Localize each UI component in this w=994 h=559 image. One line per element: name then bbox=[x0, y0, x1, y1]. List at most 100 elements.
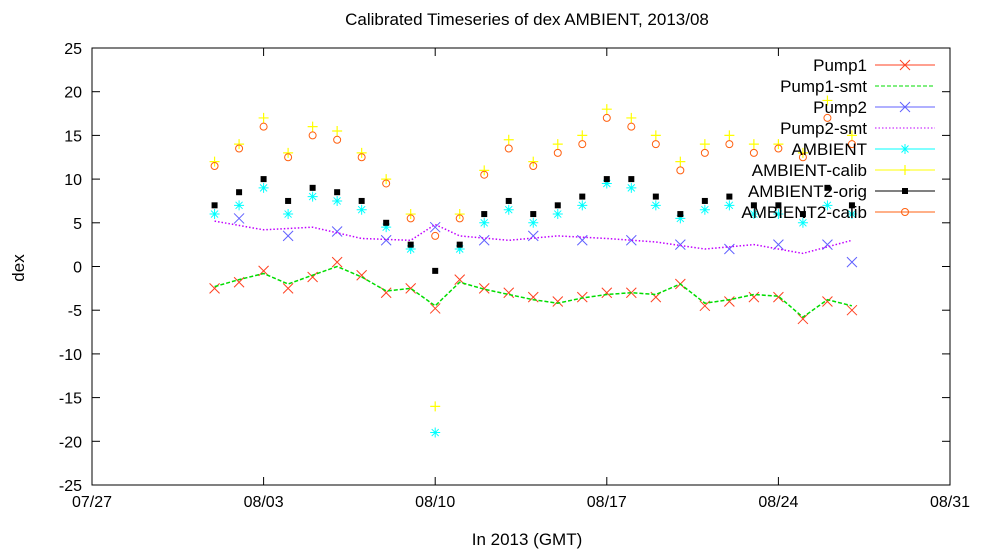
y-tick-label: -20 bbox=[59, 434, 82, 451]
data-point bbox=[700, 148, 709, 157]
data-point bbox=[381, 174, 392, 185]
x-tick-label: 07/27 bbox=[72, 494, 112, 511]
x-tick-label: 08/03 bbox=[244, 494, 284, 511]
data-point bbox=[676, 166, 685, 175]
data-point bbox=[527, 291, 539, 303]
data-point bbox=[505, 197, 512, 204]
data-point bbox=[382, 179, 391, 188]
data-point bbox=[210, 161, 219, 170]
series-pump1-smt bbox=[214, 265, 853, 319]
data-point bbox=[724, 296, 735, 307]
data-point bbox=[233, 213, 245, 224]
data-point bbox=[797, 217, 808, 228]
data-point bbox=[283, 147, 294, 158]
data-point bbox=[530, 211, 537, 218]
data-point bbox=[675, 213, 686, 224]
data-point bbox=[577, 130, 588, 141]
legend-marker-ambient2-orig bbox=[902, 188, 908, 194]
data-point bbox=[822, 95, 833, 106]
data-point bbox=[454, 244, 465, 255]
data-point bbox=[651, 140, 660, 149]
data-point bbox=[282, 282, 294, 294]
data-point bbox=[236, 189, 243, 196]
y-tick-label: 20 bbox=[64, 85, 82, 102]
data-point bbox=[528, 217, 539, 228]
data-point bbox=[331, 256, 343, 268]
data-point bbox=[333, 135, 342, 144]
data-point bbox=[726, 193, 733, 200]
y-tick-label: 0 bbox=[73, 260, 82, 277]
data-point bbox=[431, 231, 440, 240]
data-point bbox=[650, 200, 661, 211]
data-point bbox=[628, 176, 635, 183]
data-point bbox=[578, 140, 587, 149]
data-point bbox=[797, 147, 808, 158]
series-pump1 bbox=[209, 256, 858, 325]
data-point bbox=[479, 217, 490, 228]
data-point bbox=[332, 126, 343, 137]
data-point bbox=[748, 139, 759, 150]
y-tick-label: -25 bbox=[59, 478, 82, 495]
y-tick-label: -5 bbox=[68, 303, 82, 320]
data-point bbox=[432, 267, 439, 274]
data-point bbox=[724, 200, 735, 211]
y-ticks: -25 -20 -15 -10 -5 0 5 10 15 20 25 bbox=[59, 41, 950, 495]
data-point bbox=[822, 296, 833, 307]
data-point bbox=[405, 209, 416, 220]
data-point bbox=[307, 191, 318, 202]
data-point bbox=[748, 209, 759, 220]
data-point bbox=[576, 291, 588, 303]
data-point bbox=[258, 112, 269, 123]
data-point bbox=[847, 140, 856, 149]
data-point bbox=[455, 214, 464, 223]
data-point bbox=[456, 241, 463, 248]
data-point bbox=[626, 112, 637, 123]
plot-series bbox=[209, 95, 858, 438]
legend: Pump1 Pump1-smt Pump2 Pump2-smt AMBIENT AMBIE… bbox=[741, 56, 935, 222]
legend-marker-pump1 bbox=[899, 59, 911, 71]
data-point bbox=[309, 184, 316, 191]
data-point bbox=[529, 161, 538, 170]
data-point bbox=[773, 139, 784, 150]
data-point bbox=[553, 148, 562, 157]
legend-marker-ambient-calib bbox=[900, 165, 910, 175]
x-axis-title: In 2013 (GMT) bbox=[472, 530, 583, 549]
legend-label-ambient2-orig: AMBIENT2-orig bbox=[748, 182, 867, 201]
x-tick-label: 08/31 bbox=[930, 494, 970, 511]
legend-label-pump1-smt: Pump1-smt bbox=[780, 77, 867, 96]
data-point bbox=[527, 230, 539, 242]
data-point bbox=[626, 182, 637, 193]
data-point bbox=[699, 204, 710, 215]
data-point bbox=[824, 184, 831, 191]
data-point bbox=[775, 202, 782, 209]
data-point bbox=[307, 271, 318, 283]
data-point bbox=[308, 131, 317, 140]
data-point bbox=[405, 244, 416, 255]
data-point bbox=[577, 200, 588, 211]
data-point bbox=[454, 209, 465, 220]
data-point bbox=[579, 193, 586, 200]
legend-label-ambient-calib: AMBIENT-calib bbox=[752, 161, 867, 180]
legend-label-pump2-smt: Pump2-smt bbox=[780, 119, 867, 138]
data-point bbox=[774, 144, 783, 153]
data-point bbox=[576, 234, 588, 246]
data-point bbox=[822, 200, 833, 211]
series-line-pump2-smt bbox=[214, 220, 853, 255]
data-point bbox=[480, 170, 489, 179]
data-point bbox=[478, 282, 490, 294]
data-point bbox=[846, 130, 857, 141]
series-ambient bbox=[209, 178, 857, 438]
data-point bbox=[503, 134, 514, 145]
data-point bbox=[677, 211, 684, 218]
data-point bbox=[381, 222, 392, 233]
data-point bbox=[601, 287, 613, 299]
data-point bbox=[528, 156, 539, 167]
data-point bbox=[233, 276, 245, 288]
data-point bbox=[481, 211, 488, 218]
legend-marker-pump2 bbox=[899, 101, 911, 113]
data-point bbox=[331, 226, 343, 237]
legend-label-pump1: Pump1 bbox=[813, 56, 867, 75]
legend-marker-ambient2-calib bbox=[901, 208, 909, 216]
data-point bbox=[699, 139, 710, 150]
data-point bbox=[209, 209, 220, 220]
